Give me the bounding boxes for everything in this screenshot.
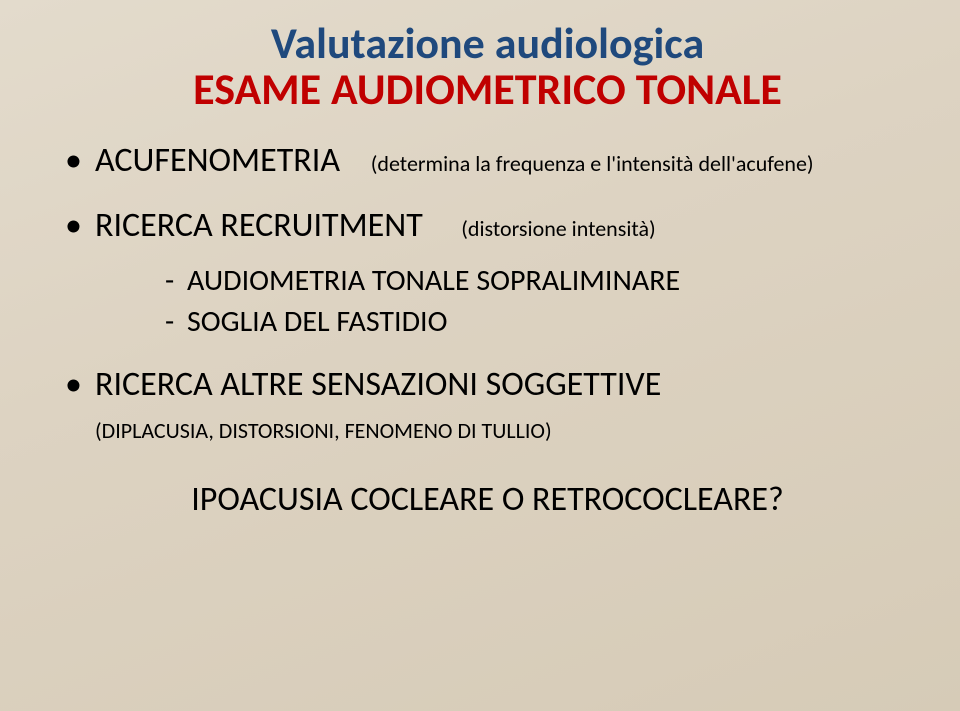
footer-text: IPOACUSIA COCLEARE O RETROCOCLEARE? — [65, 479, 910, 520]
bullet-item: RICERCA ALTRE SENSAZIONI SOGGETTIVE (DIP… — [65, 364, 910, 449]
sub-bullet-item: SOGLIA DEL FASTIDIO — [165, 302, 910, 343]
bullet-item: ACUFENOMETRIA (determina la frequenza e … — [65, 140, 910, 183]
title-line-1: Valutazione audiologica — [65, 20, 910, 66]
bullet-paren: (determina la frequenza e l'intensità de… — [371, 150, 814, 177]
bullet-list: ACUFENOMETRIA (determina la frequenza e … — [65, 140, 910, 449]
bullet-paren: (distorsione intensità) — [461, 215, 655, 242]
slide-title: Valutazione audiologica ESAME AUDIOMETRI… — [65, 20, 910, 112]
sub-bullet-list: AUDIOMETRIA TONALE SOPRALIMINARE SOGLIA … — [165, 261, 910, 342]
bullet-paren: (DIPLACUSIA, DISTORSIONI, FENOMENO DI TU… — [95, 417, 552, 444]
bullet-term: ACUFENOMETRIA — [95, 140, 340, 181]
title-line-2: ESAME AUDIOMETRICO TONALE — [65, 66, 910, 112]
slide: Valutazione audiologica ESAME AUDIOMETRI… — [0, 0, 960, 711]
bullet-term: RICERCA ALTRE SENSAZIONI SOGGETTIVE — [95, 364, 661, 405]
bullet-item: RICERCA RECRUITMENT (distorsione intensi… — [65, 205, 910, 343]
sub-bullet-item: AUDIOMETRIA TONALE SOPRALIMINARE — [165, 261, 910, 302]
bullet-term: RICERCA RECRUITMENT — [95, 205, 423, 246]
